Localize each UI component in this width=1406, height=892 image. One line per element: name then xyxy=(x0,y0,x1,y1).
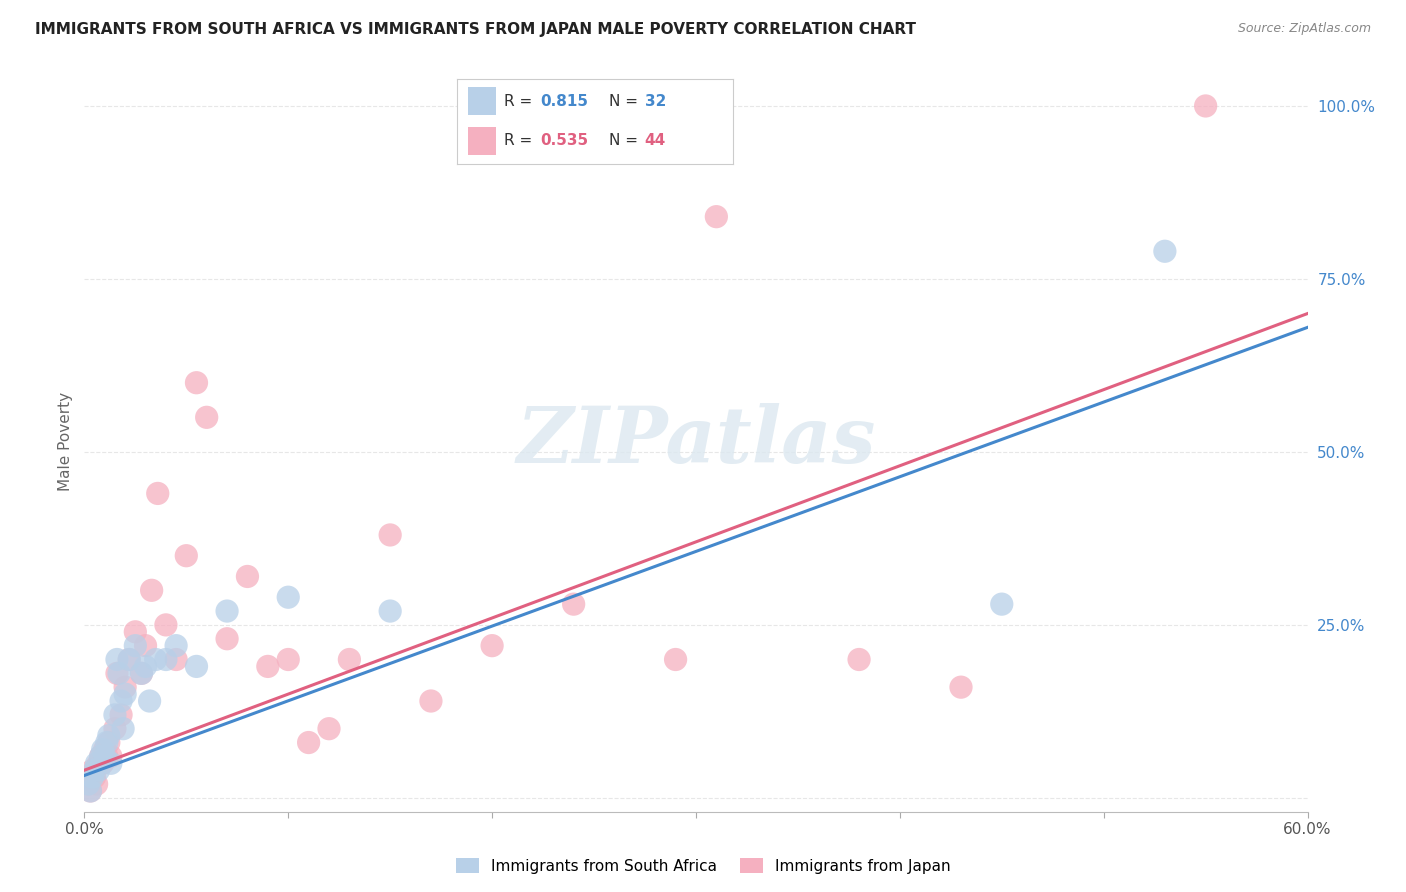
Y-axis label: Male Poverty: Male Poverty xyxy=(58,392,73,491)
Point xyxy=(110,694,132,708)
Point xyxy=(165,639,187,653)
Point xyxy=(135,659,157,673)
Point xyxy=(77,777,100,791)
Point xyxy=(108,666,131,681)
Point xyxy=(118,652,141,666)
Point xyxy=(96,749,118,764)
Point xyxy=(339,652,361,666)
Point xyxy=(145,652,167,666)
Point xyxy=(90,749,112,764)
Point xyxy=(112,722,135,736)
Point xyxy=(236,569,259,583)
Point xyxy=(105,652,128,666)
Point xyxy=(118,652,141,666)
Point xyxy=(1154,244,1177,259)
Point xyxy=(124,639,146,653)
Point xyxy=(93,742,115,756)
Point xyxy=(93,749,115,764)
Text: IMMIGRANTS FROM SOUTH AFRICA VS IMMIGRANTS FROM JAPAN MALE POVERTY CORRELATION C: IMMIGRANTS FROM SOUTH AFRICA VS IMMIGRAN… xyxy=(35,22,917,37)
Point xyxy=(91,756,114,771)
Point xyxy=(86,777,108,791)
Point xyxy=(100,749,122,764)
Point xyxy=(562,597,585,611)
Point xyxy=(96,735,118,749)
Point xyxy=(1195,99,1218,113)
Point xyxy=(298,735,321,749)
Point xyxy=(114,680,136,694)
Point xyxy=(217,604,239,618)
Point xyxy=(77,777,100,791)
Point xyxy=(86,756,108,771)
Point xyxy=(131,666,153,681)
Point xyxy=(991,597,1014,611)
Text: Source: ZipAtlas.com: Source: ZipAtlas.com xyxy=(1237,22,1371,36)
Point xyxy=(104,707,127,722)
Point xyxy=(380,604,402,618)
Point xyxy=(135,639,157,653)
Point xyxy=(146,486,169,500)
Point xyxy=(217,632,239,646)
Point xyxy=(165,652,187,666)
Point xyxy=(665,652,688,666)
Point xyxy=(104,722,127,736)
Point xyxy=(100,756,122,771)
Point xyxy=(83,770,105,784)
Point xyxy=(706,210,728,224)
Point xyxy=(79,784,101,798)
Point xyxy=(155,618,177,632)
Point xyxy=(79,784,101,798)
Point xyxy=(110,707,132,722)
Legend: Immigrants from South Africa, Immigrants from Japan: Immigrants from South Africa, Immigrants… xyxy=(450,852,956,880)
Point xyxy=(82,770,104,784)
Point xyxy=(97,735,120,749)
Point xyxy=(257,659,280,673)
Point xyxy=(91,742,114,756)
Point xyxy=(141,583,163,598)
Point xyxy=(950,680,973,694)
Point xyxy=(380,528,402,542)
Point xyxy=(420,694,443,708)
Point xyxy=(82,763,104,777)
Point xyxy=(481,639,503,653)
Point xyxy=(155,652,177,666)
Point xyxy=(186,659,208,673)
Point xyxy=(114,687,136,701)
Point xyxy=(75,770,97,784)
Point xyxy=(87,763,110,777)
Point xyxy=(277,591,299,605)
Point xyxy=(87,756,110,771)
Point xyxy=(318,722,340,736)
Point xyxy=(186,376,208,390)
Text: ZIPatlas: ZIPatlas xyxy=(516,403,876,480)
Point xyxy=(174,549,197,563)
Point xyxy=(105,666,128,681)
Point xyxy=(90,749,112,764)
Point xyxy=(124,624,146,639)
Point xyxy=(83,763,105,777)
Point xyxy=(138,694,160,708)
Point xyxy=(131,666,153,681)
Point xyxy=(848,652,870,666)
Point xyxy=(97,729,120,743)
Point xyxy=(195,410,218,425)
Point xyxy=(277,652,299,666)
